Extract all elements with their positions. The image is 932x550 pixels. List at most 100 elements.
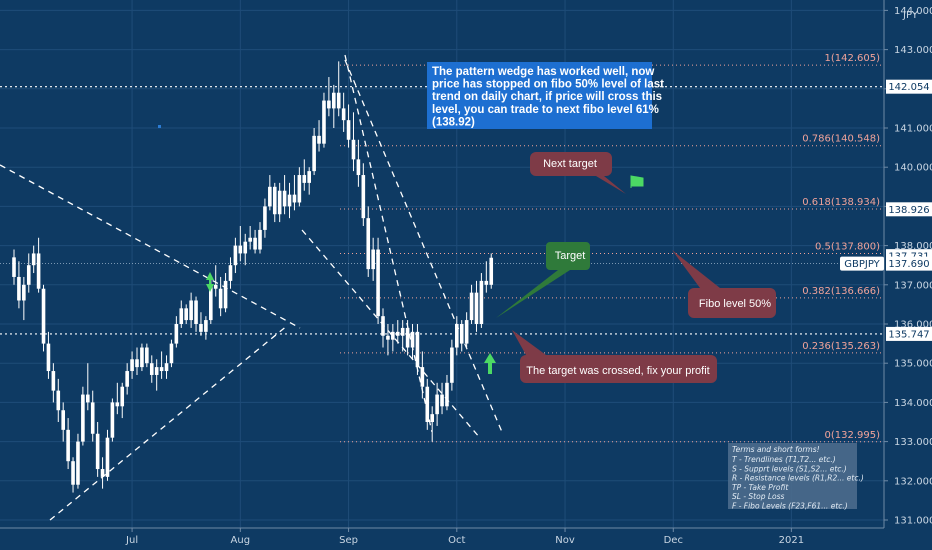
candle-body <box>272 186 277 215</box>
candle-body <box>174 324 179 344</box>
main-note-box <box>427 62 652 129</box>
candle-body <box>120 386 125 407</box>
next-target-callout-box <box>530 152 626 194</box>
candle-body <box>199 324 203 332</box>
candle-body <box>366 218 371 270</box>
candle-body <box>238 245 243 254</box>
fibo-level-label: 0.618(138.934) <box>802 197 880 208</box>
candle-body <box>336 92 341 109</box>
time-tick-label: 2021 <box>779 535 804 546</box>
main-note-line: The pattern wedge has worked well, now <box>432 66 654 78</box>
fibo-level-label: 0.786(140.548) <box>802 134 880 145</box>
fibo-50-label: Fibo level 50% <box>699 298 771 310</box>
candles <box>12 61 494 493</box>
candle-body <box>194 300 198 324</box>
candle-body <box>297 175 302 203</box>
crossed-label: The target was crossed, fix your profit <box>526 365 709 377</box>
fibo-level-label: 0(132.995) <box>824 430 880 441</box>
candle-body <box>445 382 449 407</box>
candle-body <box>248 237 252 242</box>
fibo-level-label: 0.382(136.666) <box>802 286 880 297</box>
main-note-line: price has stopped on fibo 50% level of l… <box>432 79 664 91</box>
candle-body <box>263 206 267 230</box>
candle-body <box>135 359 139 368</box>
terms-legend-line: T - Trendlines (T1,T2... etc.) <box>732 455 836 464</box>
candle-body <box>282 190 287 207</box>
candle-body <box>66 429 70 462</box>
candle-body <box>81 394 85 442</box>
time-tick-label: Jul <box>125 535 138 546</box>
callouts: The pattern wedge has worked well, now p… <box>427 62 776 383</box>
price-tick-label: 141.000 <box>894 124 932 135</box>
main-note-line: level, you can trade to next fibo level … <box>432 104 659 116</box>
candle-body <box>391 331 395 340</box>
candle-body <box>209 284 213 321</box>
price-tag-box <box>886 256 932 271</box>
candle-body <box>376 249 380 317</box>
candle-body <box>159 367 164 372</box>
main-note-line: (138.92) <box>432 116 475 128</box>
candle-body <box>41 288 46 344</box>
candle-body <box>405 327 410 348</box>
candle-body <box>218 288 223 309</box>
candle-body <box>22 284 26 301</box>
terms-legend: Terms and short forms!T - Trendlines (T1… <box>728 443 864 511</box>
candle-body <box>110 402 115 438</box>
candle-body <box>12 257 16 277</box>
candle-body <box>381 316 385 336</box>
candle-body <box>253 237 257 250</box>
up-arrow-icon <box>484 353 496 374</box>
candle-body <box>149 363 154 375</box>
candle-body <box>440 394 444 407</box>
terms-legend-line: R - Resistance levels (R1,R2... etc.) <box>732 474 864 483</box>
candle-body <box>312 135 316 172</box>
flag-icon <box>630 175 644 188</box>
price-tick-label: 138.000 <box>894 241 932 252</box>
price-tick-label: 143.000 <box>894 45 932 56</box>
candle-body <box>164 363 169 372</box>
time-tick-label: Sep <box>339 535 358 546</box>
candle-body <box>459 324 464 344</box>
candle-body <box>223 280 228 309</box>
candle-body <box>420 367 425 387</box>
candle-body <box>415 331 420 368</box>
price-tick-label: 136.000 <box>894 320 932 331</box>
price-tick-label: 131.000 <box>894 516 932 527</box>
symbol-tag-label: GBPJPY <box>844 259 880 270</box>
markers <box>158 125 644 374</box>
candle-body <box>56 390 61 411</box>
main-note-line: trend on daily chart, if price will cros… <box>432 91 662 103</box>
wedge-lower-trendline <box>301 229 481 439</box>
candle-body <box>61 410 65 430</box>
price-tick-label: 134.000 <box>894 398 932 409</box>
candle-body <box>322 100 326 144</box>
price-tag-label: 137.690 <box>888 259 929 270</box>
candle-body <box>154 367 159 375</box>
candle-body <box>455 324 459 348</box>
fibo-level-label: 0.236(135.263) <box>802 341 880 352</box>
price-tick-label: 135.000 <box>894 359 932 370</box>
candle-body <box>46 343 51 372</box>
candle-body <box>277 190 282 215</box>
candle-body <box>425 386 430 422</box>
terms-legend-box <box>728 443 857 509</box>
candle-body <box>386 335 390 340</box>
price-tag-box <box>886 326 932 341</box>
candle-body <box>292 194 297 203</box>
candle-body <box>346 120 351 140</box>
price-tick-label: 132.000 <box>894 476 932 487</box>
candle-body <box>179 308 184 324</box>
candle-body <box>258 229 262 250</box>
candle-body <box>395 331 400 336</box>
candle-body <box>307 171 311 183</box>
candle-body <box>341 108 346 121</box>
fibo-level-label: 1(142.605) <box>824 53 880 64</box>
time-axis: Jul Aug Sep Oct Nov Dec 2021 <box>0 527 884 546</box>
candle-body <box>76 441 80 485</box>
candle-body <box>332 92 336 109</box>
candle-body <box>145 347 149 364</box>
candle-body <box>435 394 439 415</box>
price-tag-label: 138.926 <box>888 205 929 216</box>
